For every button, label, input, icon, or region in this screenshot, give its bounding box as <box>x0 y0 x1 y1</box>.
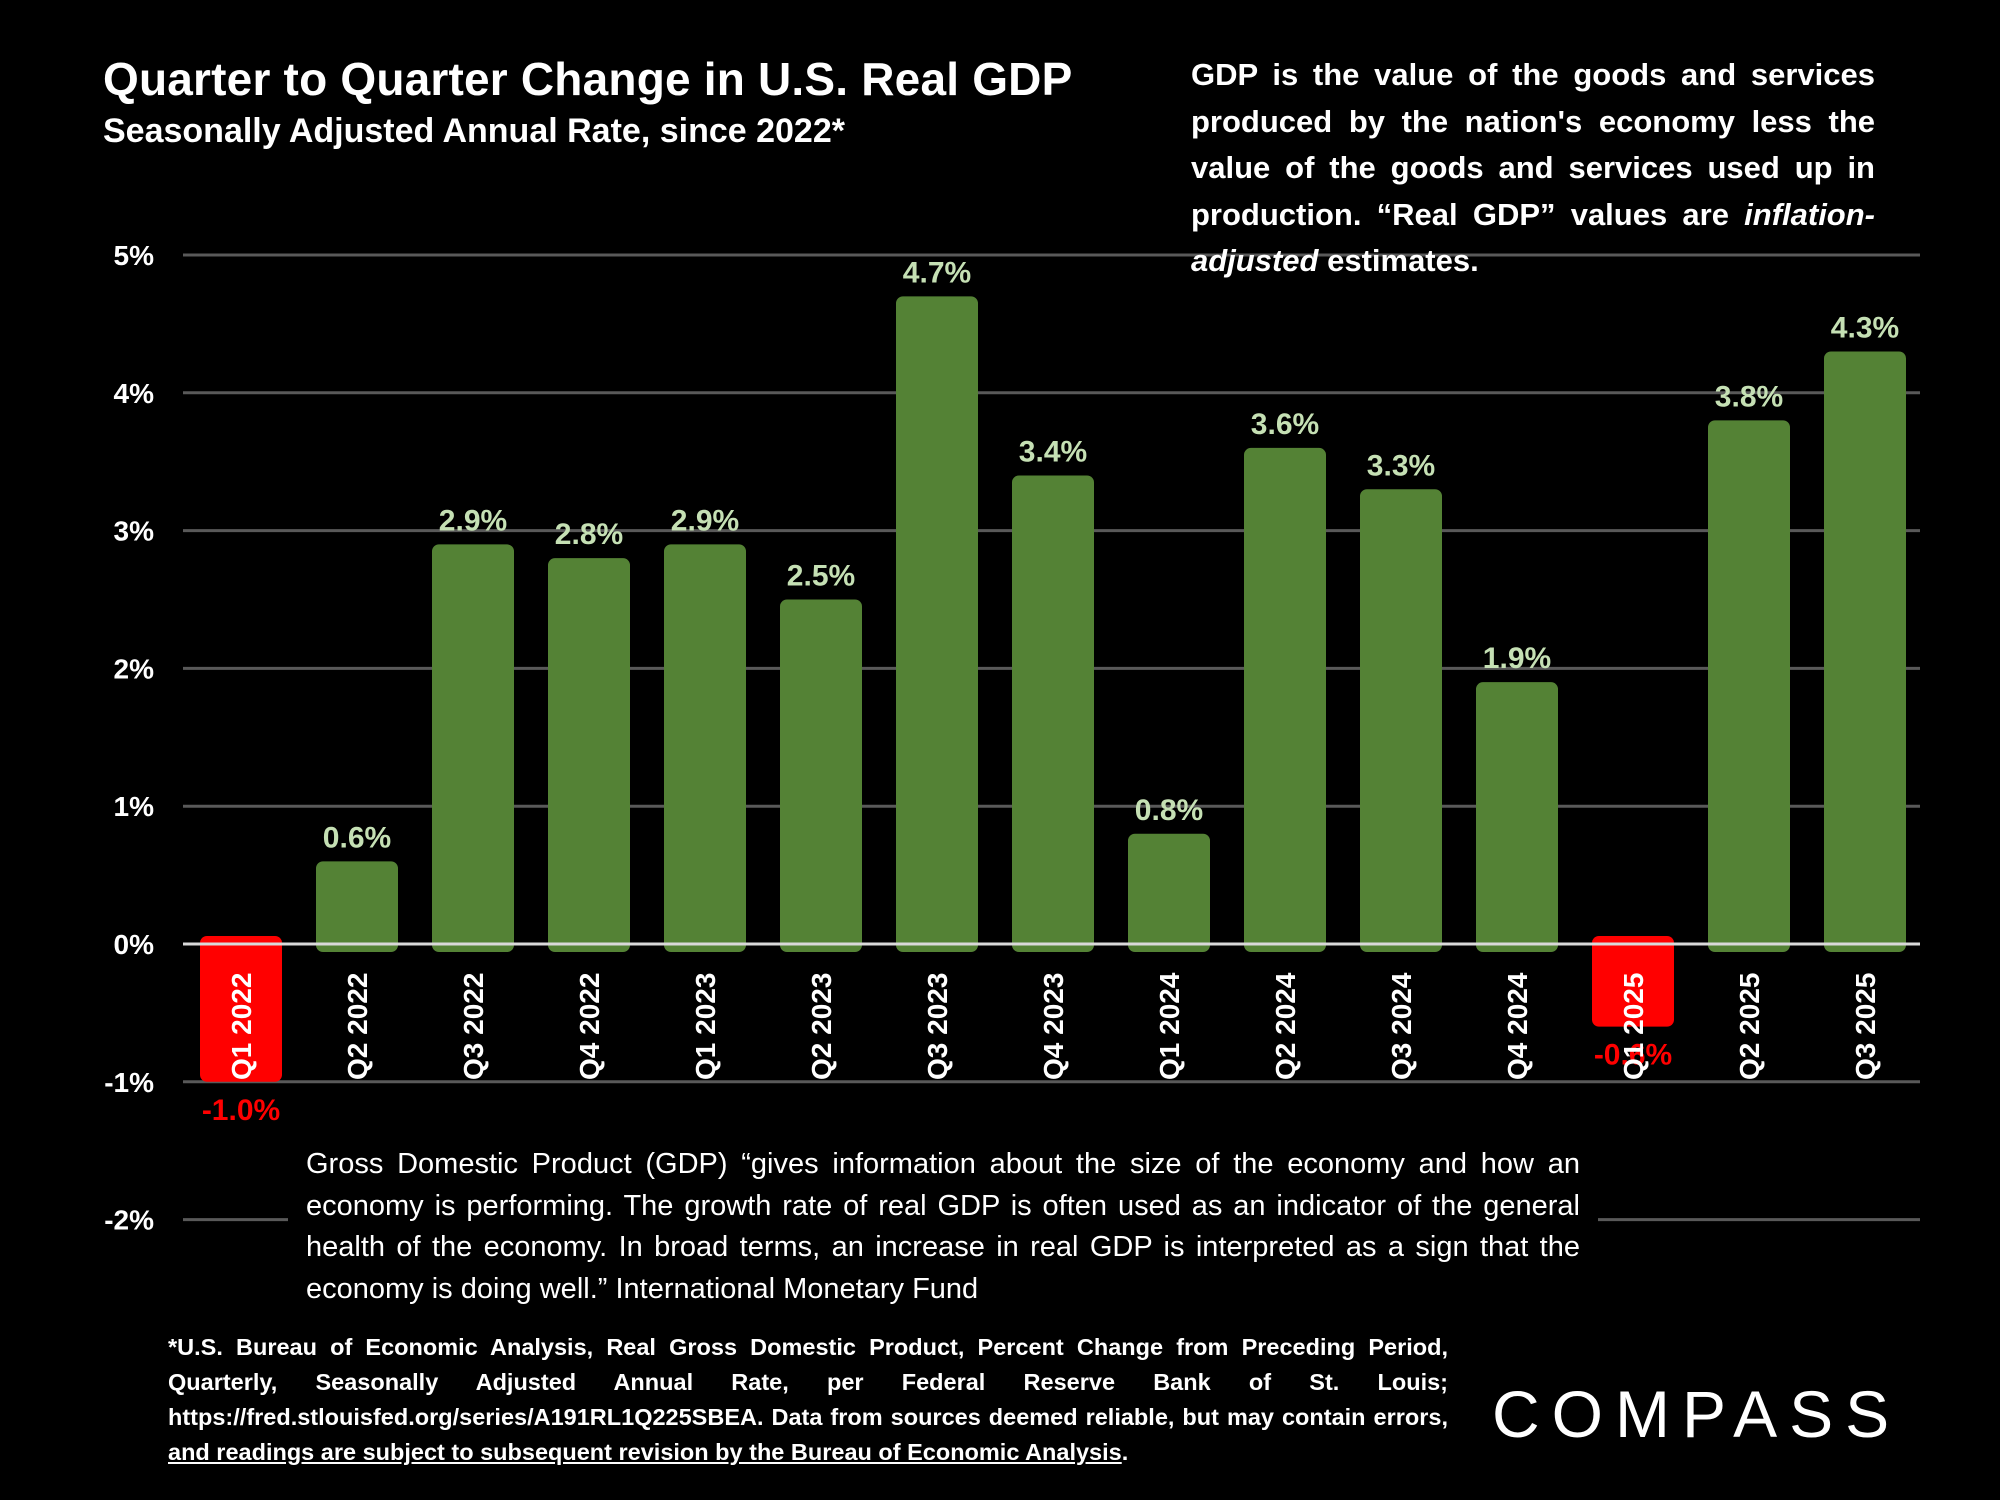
y-tick-label: 5% <box>114 240 155 271</box>
x-axis-label: Q4 2024 <box>1502 972 1533 1080</box>
data-label: 2.9% <box>439 504 507 537</box>
data-label: 3.3% <box>1367 449 1435 482</box>
definition-emphasis: inflation-adjusted <box>1191 196 1875 279</box>
data-label: 2.9% <box>671 504 739 537</box>
x-axis-label: Q1 2024 <box>1154 972 1185 1080</box>
data-label: 2.8% <box>555 518 623 551</box>
data-label: 4.3% <box>1831 311 1899 344</box>
source-footnote: *U.S. Bureau of Economic Analysis, Real … <box>168 1330 1448 1470</box>
bar <box>1244 447 1326 952</box>
bar <box>780 599 862 952</box>
bar <box>1128 833 1210 952</box>
footnote-revision-note: and readings are subject to subsequent r… <box>168 1439 1122 1465</box>
y-tick-label: -1% <box>104 1067 154 1098</box>
bars <box>200 296 1906 1082</box>
data-label: 0.8% <box>1135 794 1203 827</box>
compass-logo: COMPASS <box>1492 1376 1901 1452</box>
bar <box>896 296 978 953</box>
chart-title: Quarter to Quarter Change in U.S. Real G… <box>103 53 1073 105</box>
gdp-definition-note: GDP is the value of the goods and servic… <box>1191 52 1875 285</box>
bar <box>1708 420 1790 952</box>
x-axis-label: Q3 2025 <box>1850 973 1881 1080</box>
x-axis-label: Q3 2023 <box>922 973 953 1080</box>
data-labels: -1.0% 0.6% 2.9% 2.8% 2.9% 2.5% 4.7% 3.4% 0.8% 3.6… <box>202 256 1899 1126</box>
bar <box>1012 475 1094 952</box>
y-axis-labels: 5% 4% 3% 2% 1% 0% -1% -2% <box>104 240 154 1236</box>
data-label: 3.6% <box>1251 408 1319 441</box>
x-axis-label: Q4 2022 <box>574 973 605 1080</box>
data-label: -0.6% <box>1594 1039 1672 1072</box>
y-tick-label: 1% <box>114 791 155 822</box>
y-tick-label: 4% <box>114 378 155 409</box>
y-tick-label: 2% <box>114 653 155 684</box>
x-axis-label: Q4 2023 <box>1038 973 1069 1080</box>
bar <box>1592 936 1674 1027</box>
footnote-end: . <box>1121 1439 1129 1465</box>
y-tick-label: 0% <box>114 929 155 960</box>
data-label: 0.6% <box>323 821 391 854</box>
bar <box>1476 682 1558 952</box>
x-axis-label: Q1 2023 <box>690 973 721 1080</box>
y-tick-label: 3% <box>114 516 155 547</box>
data-label: 4.7% <box>903 256 971 289</box>
x-axis-label: Q1 2025 <box>1618 973 1649 1080</box>
bar <box>200 936 282 1082</box>
imf-quote: Gross Domestic Product (GDP) “gives info… <box>288 1140 1598 1314</box>
bar <box>316 861 398 952</box>
bar <box>548 558 630 952</box>
data-label: 1.9% <box>1483 642 1551 675</box>
footnote-text: *U.S. Bureau of Economic Analysis, Real … <box>168 1334 1448 1430</box>
data-label: 3.4% <box>1019 435 1087 468</box>
data-label: 3.8% <box>1715 380 1783 413</box>
data-label: 2.5% <box>787 560 855 593</box>
x-axis-label: Q1 2022 <box>226 973 257 1080</box>
data-label: -1.0% <box>202 1094 280 1127</box>
definition-text-end: estimates. <box>1318 243 1479 278</box>
x-axis-label: Q3 2022 <box>458 973 489 1080</box>
y-tick-label: -2% <box>104 1205 154 1236</box>
bar <box>664 544 746 952</box>
logo-text: COMPASS <box>1492 1377 1902 1451</box>
bar <box>1360 489 1442 952</box>
x-axis-label: Q2 2024 <box>1270 972 1301 1080</box>
chart-subtitle: Seasonally Adjusted Annual Rate, since 2… <box>103 112 845 150</box>
x-axis-label: Q2 2023 <box>806 973 837 1080</box>
bar <box>1824 351 1906 953</box>
x-axis-label: Q2 2022 <box>342 973 373 1080</box>
x-axis-labels: Q1 2022 Q2 2022 Q3 2022 Q4 2022 Q1 2023 Q2 20… <box>226 972 1881 1080</box>
x-axis-label: Q2 2025 <box>1734 973 1765 1080</box>
bar <box>432 544 514 952</box>
x-axis-label: Q3 2024 <box>1386 972 1417 1080</box>
definition-text: GDP is the value of the goods and servic… <box>1191 57 1875 232</box>
